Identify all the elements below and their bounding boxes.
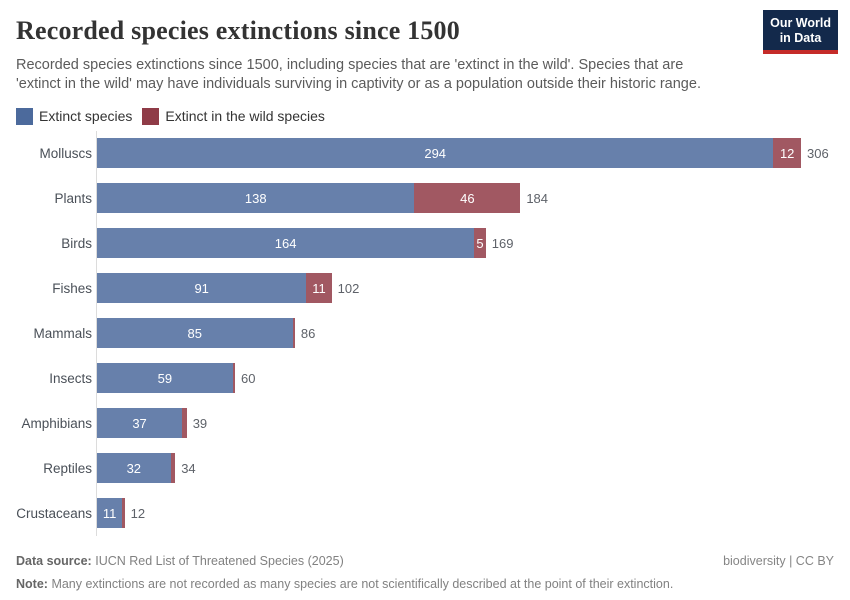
segment-value-label: 37 (132, 415, 147, 431)
attribution[interactable]: biodiversity | CC BY (723, 553, 834, 568)
bar-track: 85 86 (96, 310, 834, 356)
total-label: 60 (241, 370, 256, 386)
bar-segment-extinct[interactable]: 11 (97, 498, 123, 529)
owid-logo[interactable]: Our World in Data (763, 10, 838, 54)
total-label: 102 (337, 280, 360, 296)
bar-segment-extinct[interactable]: 59 (97, 363, 233, 394)
data-source-label: Data source: (16, 553, 92, 568)
chart-rows: Molluscs 294 12 306 Plants 138 46 184 Birds 164 5 1… (16, 130, 834, 536)
chart-row: Reptiles 32 34 (16, 445, 834, 491)
segment-value-label: 59 (157, 370, 173, 386)
bar-segment-extinct-in-wild[interactable]: 12 (773, 138, 801, 169)
segment-value-label: 85 (187, 325, 202, 341)
bar-track: 91 11 102 (96, 265, 834, 311)
bar-chart: Molluscs 294 12 306 Plants 138 46 184 Birds 164 5 1… (16, 130, 834, 536)
category-label: Mammals (33, 325, 92, 341)
legend: Extinct species Extinct in the wild spec… (16, 107, 834, 125)
category-label: Amphibians (21, 415, 92, 431)
bar-segment-extinct[interactable]: 32 (97, 453, 171, 484)
legend-item-extinct-in-wild[interactable]: Extinct in the wild species (142, 107, 325, 125)
legend-label: Extinct species (39, 108, 133, 125)
bar-segment-extinct[interactable]: 37 (97, 408, 183, 439)
total-label: 184 (526, 190, 549, 206)
chart-row: Insects 59 60 (16, 355, 834, 401)
chart-row: Amphibians 37 39 (16, 400, 834, 446)
bar-segment-extinct[interactable]: 138 (97, 183, 415, 214)
bar-segment-extinct-in-wild[interactable]: 5 (474, 228, 486, 259)
data-source-line: Data source: IUCN Red List of Threatened… (16, 552, 344, 571)
category-label: Fishes (52, 280, 92, 296)
bar-track: 294 12 306 (96, 130, 834, 176)
footer: Data source: IUCN Red List of Threatened… (16, 552, 834, 594)
bar-segment-extinct-in-wild[interactable] (182, 408, 187, 439)
segment-value-label: 138 (244, 190, 267, 206)
segment-value-label: 11 (102, 505, 117, 521)
total-label: 34 (181, 460, 196, 476)
owid-logo-line2: in Data (779, 31, 822, 45)
bar-segment-extinct[interactable]: 85 (97, 318, 293, 349)
segment-value-label: 46 (460, 190, 475, 206)
bar-segment-extinct[interactable]: 164 (97, 228, 475, 259)
total-label: 169 (491, 235, 514, 251)
total-label: 306 (806, 145, 829, 161)
legend-swatch-extinct-species (16, 107, 33, 125)
chart-subtitle: Recorded species extinctions since 1500,… (16, 57, 701, 93)
total-label: 86 (300, 325, 316, 341)
segment-value-label: 294 (424, 145, 447, 161)
bar-segment-extinct-in-wild[interactable] (170, 453, 176, 484)
category-label: Plants (54, 190, 92, 206)
segment-value-label: 91 (194, 280, 209, 296)
legend-label: Extinct in the wild species (165, 108, 325, 125)
page-title: Recorded species extinctions since 1500 (16, 16, 460, 45)
category-label: Insects (49, 370, 92, 386)
chart-row: Mammals 85 86 (16, 310, 834, 356)
bar-segment-extinct[interactable]: 294 (97, 138, 774, 169)
segment-value-label: 32 (126, 460, 142, 476)
category-label: Molluscs (39, 145, 92, 161)
bar-segment-extinct-in-wild[interactable]: 46 (414, 183, 521, 214)
chart-row: Crustaceans 11 12 (16, 490, 834, 536)
bar-segment-extinct[interactable]: 91 (97, 273, 307, 304)
bar-segment-extinct-in-wild[interactable]: 11 (306, 273, 332, 304)
category-label: Birds (61, 235, 92, 251)
owid-logo-line1: Our World (770, 16, 831, 30)
category-label: Crustaceans (16, 505, 92, 521)
bar-segment-extinct-in-wild[interactable] (292, 318, 295, 349)
segment-value-label: 11 (312, 280, 326, 296)
bar-track: 37 39 (96, 400, 834, 446)
bar-track: 138 46 184 (96, 175, 834, 221)
legend-item-extinct-species[interactable]: Extinct species (16, 107, 133, 125)
segment-value-label: 5 (476, 235, 484, 251)
header: Recorded species extinctions since 1500 … (16, 10, 838, 95)
bar-track: 32 34 (96, 445, 834, 491)
note-line: Note: Many extinctions are not recorded … (16, 575, 834, 594)
bar-track: 164 5 169 (96, 220, 834, 266)
category-label: Reptiles (43, 460, 92, 476)
note-text: Many extinctions are not recorded as man… (51, 576, 674, 591)
note-label: Note: (16, 576, 48, 591)
chart-row: Plants 138 46 184 (16, 175, 834, 221)
legend-swatch-extinct-in-wild (142, 107, 160, 125)
chart-row: Birds 164 5 169 (16, 220, 834, 266)
total-label: 12 (130, 505, 146, 521)
bar-track: 59 60 (96, 355, 834, 401)
chart-row: Molluscs 294 12 306 (16, 130, 834, 176)
bar-track: 11 12 (96, 490, 834, 536)
total-label: 39 (192, 415, 208, 431)
segment-value-label: 164 (274, 235, 297, 251)
segment-value-label: 12 (779, 145, 795, 161)
data-source-text[interactable]: IUCN Red List of Threatened Species (202… (95, 553, 344, 568)
bar-segment-extinct-in-wild[interactable] (232, 363, 236, 394)
chart-row: Fishes 91 11 102 (16, 265, 834, 311)
bar-segment-extinct-in-wild[interactable] (122, 498, 125, 529)
